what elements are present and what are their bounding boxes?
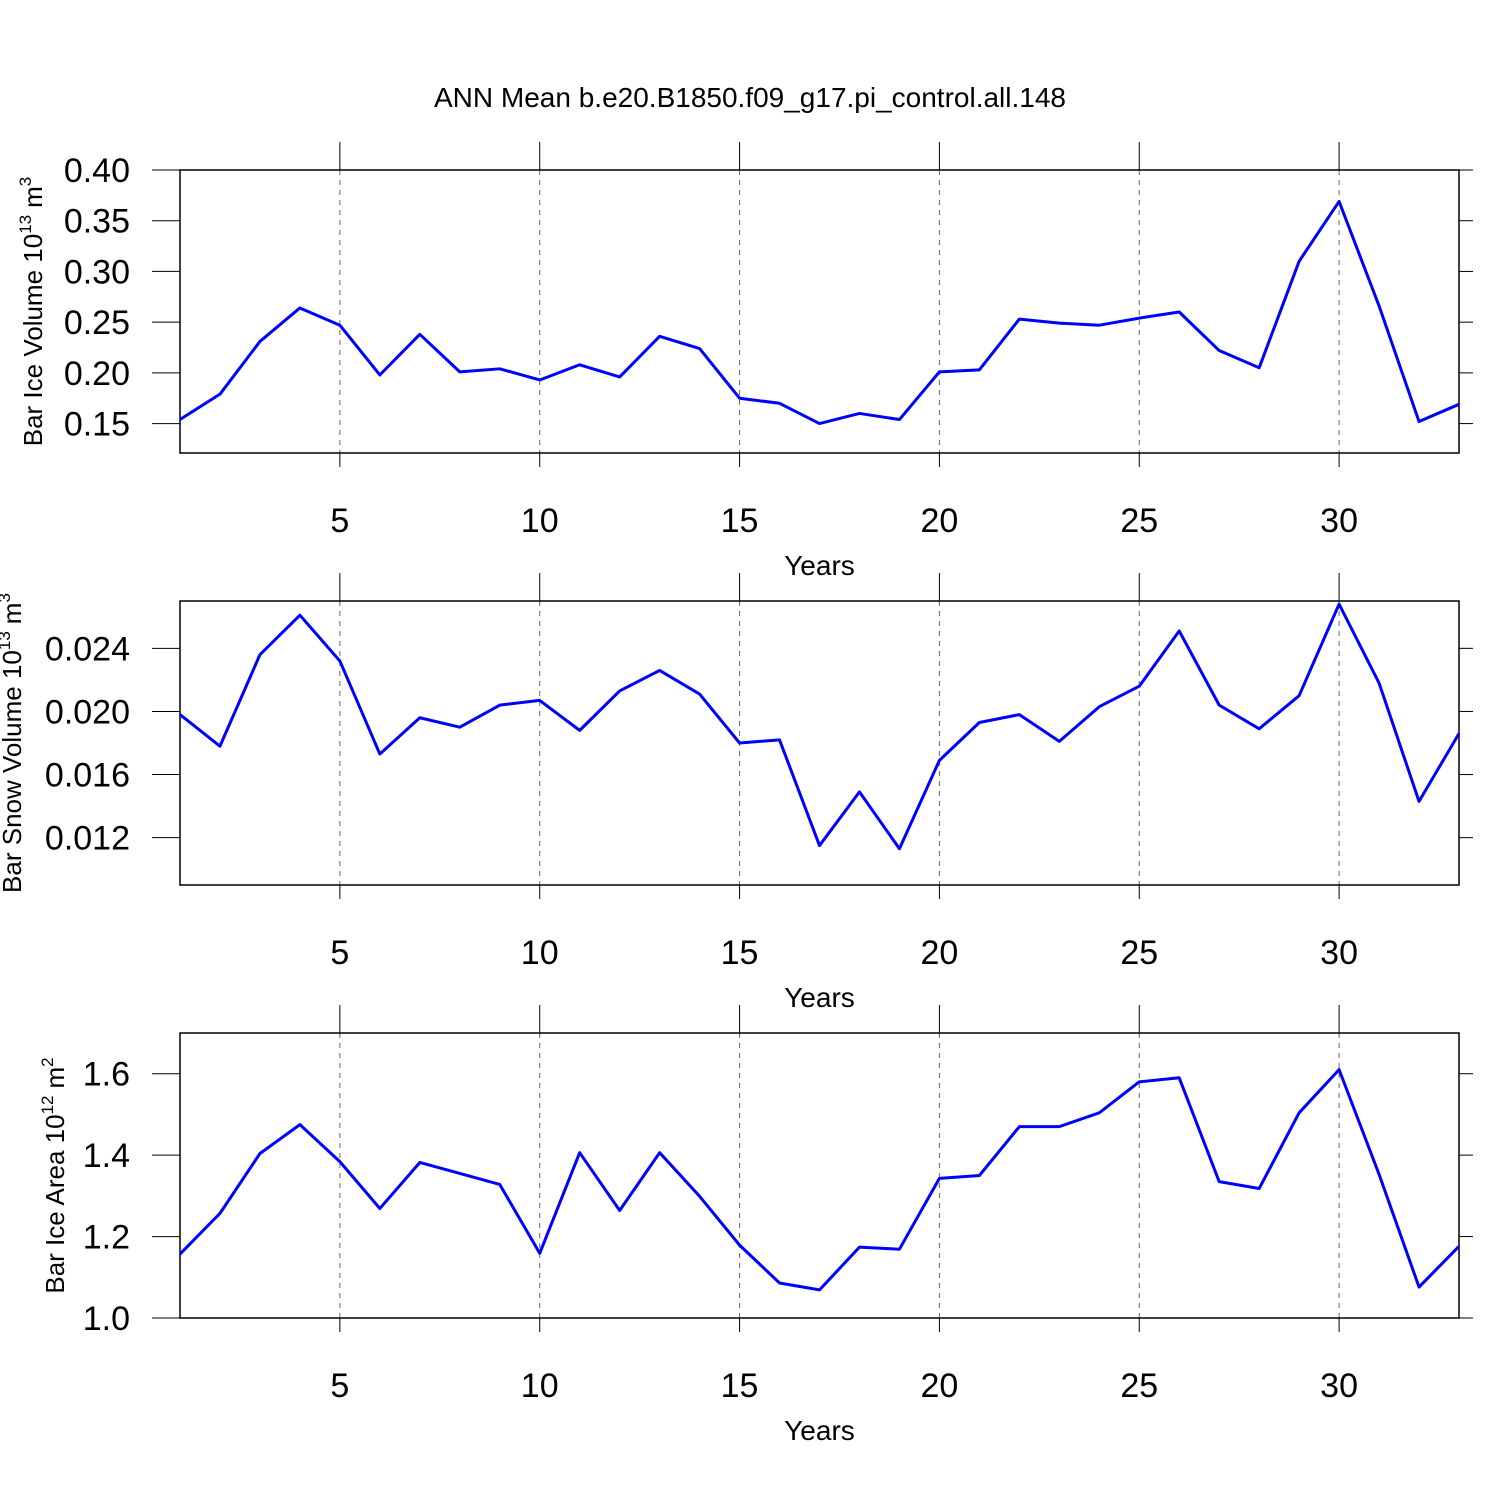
x-tick-label: 25 bbox=[1120, 934, 1158, 972]
x-tick-label: 20 bbox=[920, 502, 958, 540]
x-tick-label: 30 bbox=[1320, 502, 1358, 540]
y-tick-label: 0.15 bbox=[64, 406, 130, 444]
x-tick-label: 25 bbox=[1120, 502, 1158, 540]
x-tick-label: 25 bbox=[1120, 1367, 1158, 1405]
x-tick-label: 10 bbox=[521, 1367, 559, 1405]
y-label-exponent: 3 bbox=[0, 593, 14, 602]
x-tick-label: 30 bbox=[1320, 1367, 1358, 1405]
y-label-exponent: 13 bbox=[16, 215, 35, 234]
x-tick-label: 5 bbox=[330, 1367, 349, 1405]
y-label-text: Bar Ice Area 10 bbox=[40, 1114, 70, 1293]
y-axis-label: Bar Snow Volume 1013 m3 bbox=[0, 593, 27, 893]
y-label-exponent: 3 bbox=[16, 177, 35, 186]
y-tick-label: 1.6 bbox=[83, 1056, 130, 1094]
y-label-text: m bbox=[40, 1067, 70, 1089]
x-axis-label: Years bbox=[784, 1415, 855, 1446]
y-tick-label: 0.40 bbox=[64, 152, 130, 190]
y-label-text: Bar Ice Volume 10 bbox=[18, 234, 48, 446]
y-label-text: m bbox=[0, 603, 27, 625]
x-tick-label: 30 bbox=[1320, 934, 1358, 972]
y-tick-label: 0.012 bbox=[45, 820, 130, 858]
x-tick-label: 15 bbox=[721, 1367, 759, 1405]
y-tick-label: 0.016 bbox=[45, 757, 130, 795]
x-axis-label: Years bbox=[784, 982, 855, 1013]
y-tick-label: 1.4 bbox=[83, 1137, 130, 1175]
data-line bbox=[179, 602, 1461, 851]
y-axis-label: Bar Ice Volume 1013 m3 bbox=[16, 177, 48, 447]
x-tick-label: 10 bbox=[521, 934, 559, 972]
y-label-exponent: 2 bbox=[38, 1057, 57, 1066]
y-tick-label: 1.2 bbox=[83, 1219, 130, 1257]
x-axis-label: Years bbox=[784, 550, 855, 581]
plot-frame bbox=[179, 600, 1460, 886]
x-tick-label: 5 bbox=[330, 934, 349, 972]
figure-title: ANN Mean b.e20.B1850.f09_g17.pi_control.… bbox=[434, 82, 1066, 113]
plot-frame bbox=[179, 169, 1460, 454]
panel: 5 10 15 20 25 30 0.012 0.016 0.020 0.024 Years Bar … bbox=[0, 573, 1473, 1013]
y-tick-label: 0.020 bbox=[45, 693, 130, 731]
x-tick-label: 15 bbox=[721, 934, 759, 972]
y-axis-label: Bar Ice Area 1012 m2 bbox=[38, 1057, 70, 1293]
y-label-exponent: 12 bbox=[38, 1095, 57, 1114]
x-tick-label: 20 bbox=[920, 934, 958, 972]
data-line bbox=[179, 199, 1460, 426]
panel: 5 10 15 20 25 30 0.15 0.20 0.25 0.30 0.35 0.40 Years… bbox=[16, 142, 1473, 581]
y-label-text: Bar Snow Volume 10 bbox=[0, 650, 27, 893]
y-tick-label: 0.30 bbox=[64, 253, 130, 291]
y-label-text: m bbox=[18, 186, 48, 208]
data-line bbox=[178, 1068, 1461, 1292]
x-tick-label: 5 bbox=[330, 502, 349, 540]
x-tick-label: 20 bbox=[920, 1367, 958, 1405]
x-tick-label: 10 bbox=[521, 502, 559, 540]
y-tick-label: 0.20 bbox=[64, 355, 130, 393]
panel: 5 10 15 20 25 30 1.0 1.2 1.4 1.6 Years Bar Ice Area… bbox=[38, 1005, 1473, 1446]
y-tick-label: 0.25 bbox=[64, 304, 130, 342]
y-tick-label: 0.024 bbox=[45, 630, 130, 668]
y-tick-label: 0.35 bbox=[64, 203, 130, 241]
y-label-exponent: 13 bbox=[0, 631, 14, 650]
x-tick-label: 15 bbox=[721, 502, 759, 540]
y-tick-label: 1.0 bbox=[83, 1300, 130, 1338]
plot-frame bbox=[179, 1032, 1460, 1319]
